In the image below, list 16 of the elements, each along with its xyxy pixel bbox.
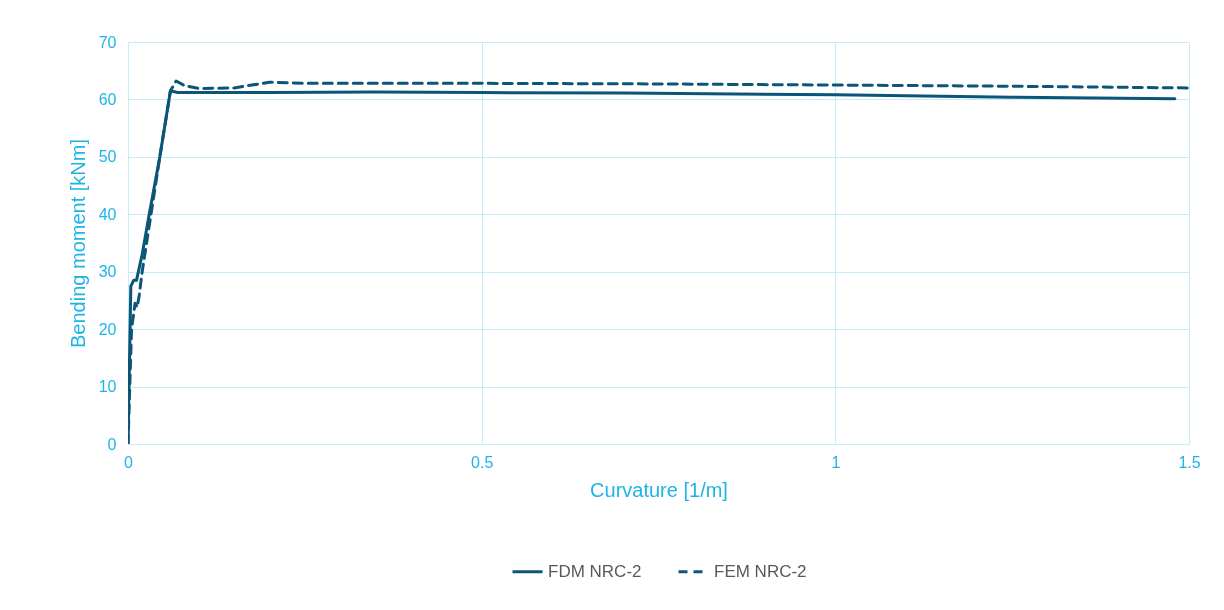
- y-axis-title: Bending moment [kNm]: [66, 139, 89, 348]
- y-tick-label: 70: [98, 33, 117, 51]
- x-tick-label: 0: [124, 453, 134, 471]
- legend-label: FDM NRC-2: [548, 561, 642, 581]
- x-tick-label: 0.5: [471, 453, 494, 471]
- y-tick-label: 10: [98, 378, 117, 396]
- y-tick-label: 0: [107, 435, 117, 453]
- x-axis-title: Curvature [1/m]: [590, 478, 728, 501]
- legend-label: FEM NRC-2: [714, 561, 807, 581]
- x-tick-label: 1.5: [1178, 453, 1201, 471]
- x-tick-label: 1: [831, 453, 841, 471]
- y-tick-label: 50: [98, 148, 117, 166]
- y-tick-label: 60: [98, 90, 117, 108]
- y-tick-label: 30: [98, 263, 117, 281]
- y-tick-label: 20: [98, 320, 117, 338]
- y-tick-label: 40: [98, 205, 117, 223]
